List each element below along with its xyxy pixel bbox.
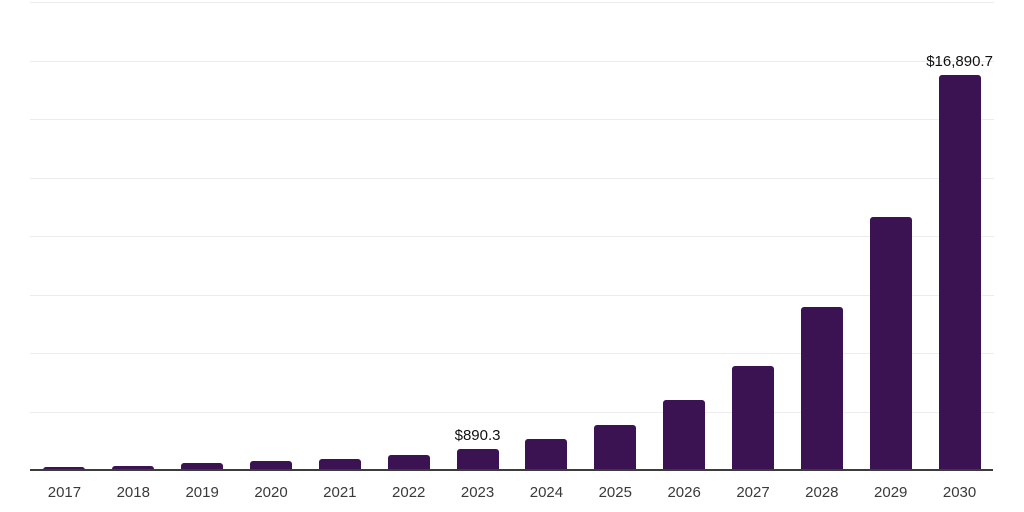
gridline	[30, 177, 994, 179]
bar-2017[interactable]	[43, 467, 86, 470]
x-tick-label-2028: 2028	[805, 484, 839, 501]
x-tick-label-2018: 2018	[116, 484, 150, 501]
bar-2030[interactable]	[938, 74, 981, 470]
gridline	[30, 294, 994, 296]
x-tick-label-2029: 2029	[874, 484, 908, 501]
bar-2021[interactable]	[318, 459, 361, 470]
gridline	[30, 353, 994, 354]
gridline	[30, 236, 994, 237]
bar-value-label-2030: $16,890.7	[926, 52, 993, 70]
x-tick-label-2026: 2026	[667, 484, 701, 501]
bar-2026[interactable]	[663, 400, 706, 470]
bar-2024[interactable]	[525, 439, 568, 470]
bar-2023[interactable]	[456, 449, 499, 470]
x-tick-label-2025: 2025	[598, 484, 632, 501]
x-tick-label-2019: 2019	[185, 484, 219, 501]
x-tick-label-2022: 2022	[392, 484, 426, 501]
bar-2018[interactable]	[112, 466, 155, 470]
bar-2025[interactable]	[594, 425, 637, 470]
x-tick-label-2024: 2024	[529, 484, 564, 501]
x-tick-label-2027: 2027	[736, 484, 770, 501]
bar-2029[interactable]	[869, 217, 912, 470]
x-axis-line	[30, 469, 993, 471]
gridline	[30, 2, 994, 3]
x-tick-label-2030: 2030	[942, 484, 977, 501]
x-tick-label-2017: 2017	[47, 484, 82, 501]
x-tick-label-2023: 2023	[460, 484, 495, 501]
bar-value-label-2023: $890.3	[454, 427, 501, 445]
x-tick-label-2021: 2021	[323, 484, 357, 501]
bar-2027[interactable]	[732, 366, 774, 470]
bar-2028[interactable]	[800, 306, 843, 470]
gridline	[30, 119, 994, 120]
bar-2019[interactable]	[181, 463, 224, 470]
x-tick-label-2020: 2020	[254, 484, 288, 501]
bar-2020[interactable]	[250, 460, 292, 470]
bar-2022[interactable]	[387, 455, 430, 470]
gridline	[30, 411, 994, 413]
gridline	[30, 60, 994, 62]
